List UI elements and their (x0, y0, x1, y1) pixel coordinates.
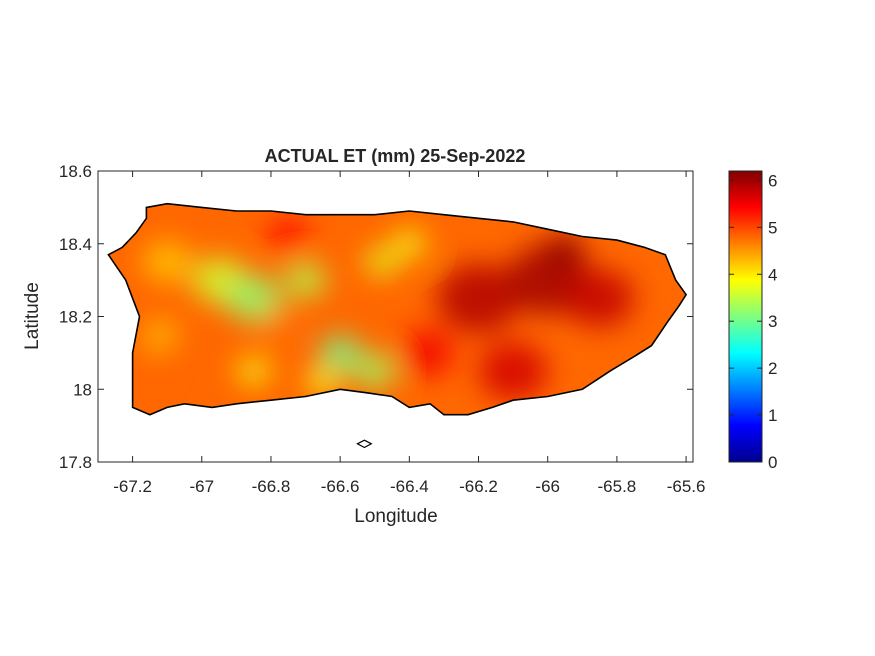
y-tick-label: 18.4 (59, 235, 92, 254)
x-tick-label: -66.6 (321, 477, 360, 496)
et-region-19 (267, 219, 310, 254)
y-axis-label: Latitude (22, 282, 43, 350)
x-tick-label: -66.8 (252, 477, 291, 496)
et-region-16 (398, 329, 455, 377)
et-field-regions (132, 219, 635, 401)
et-region-4 (284, 262, 327, 298)
et-region-10 (236, 356, 271, 386)
colorbar-tick-label: 4 (768, 265, 777, 284)
y-tick-label: 18 (73, 380, 92, 399)
et-region-8 (392, 229, 427, 259)
et-region-5 (319, 335, 362, 371)
colorbar-tick-label: 5 (768, 218, 777, 237)
x-tick-label: -67 (189, 477, 214, 496)
colorbar-tick-label: 0 (768, 453, 777, 472)
et-region-14 (565, 269, 635, 328)
et-region-7 (364, 247, 400, 277)
et-region-18 (132, 356, 168, 386)
et-region-6 (353, 353, 396, 389)
y-tick-label: 18.6 (59, 162, 92, 181)
et-region-0 (143, 241, 192, 283)
x-tick-label: -66.2 (459, 477, 498, 496)
x-tick-label: -67.2 (113, 477, 152, 496)
x-axis-label: Longitude (354, 506, 437, 527)
y-tick-label: 17.8 (59, 453, 92, 472)
et-region-9 (305, 367, 341, 397)
plot-area (97, 170, 694, 463)
x-tick-label: -66.4 (390, 477, 429, 496)
coastline (107, 202, 688, 416)
x-axis: -67.2 -67 -66.8 -66.6 -66.4 -66.2 -66 -65.8 -65.… (113, 171, 705, 496)
y-tick-label: 18.2 (59, 308, 92, 327)
y-axis: 17.8 18 18.2 18.4 18.6 (59, 162, 693, 472)
colorbar-tick-label: 1 (768, 406, 777, 425)
x-tick-label: -66 (535, 477, 560, 496)
x-tick-label: -65.8 (598, 477, 637, 496)
colorbar-tick-label: 3 (768, 312, 777, 331)
et-region-11 (143, 320, 178, 350)
colorbar: 0 1 2 3 4 5 6 (728, 170, 777, 472)
et-region-15 (478, 342, 548, 401)
colorbar-tick-label: 6 (768, 171, 777, 190)
et-region-2 (226, 275, 282, 322)
et-region-17 (544, 233, 586, 269)
colorbar-gradient (728, 170, 763, 463)
et-region-3 (260, 309, 296, 339)
small-island-0 (356, 439, 373, 449)
et-region-12 (437, 263, 520, 334)
colorbar-tick-label: 2 (768, 359, 777, 378)
x-tick-label: -65.6 (667, 477, 706, 496)
et-field (108, 203, 687, 415)
map-title: ACTUAL ET (mm) 25-Sep-2022 (265, 146, 526, 166)
